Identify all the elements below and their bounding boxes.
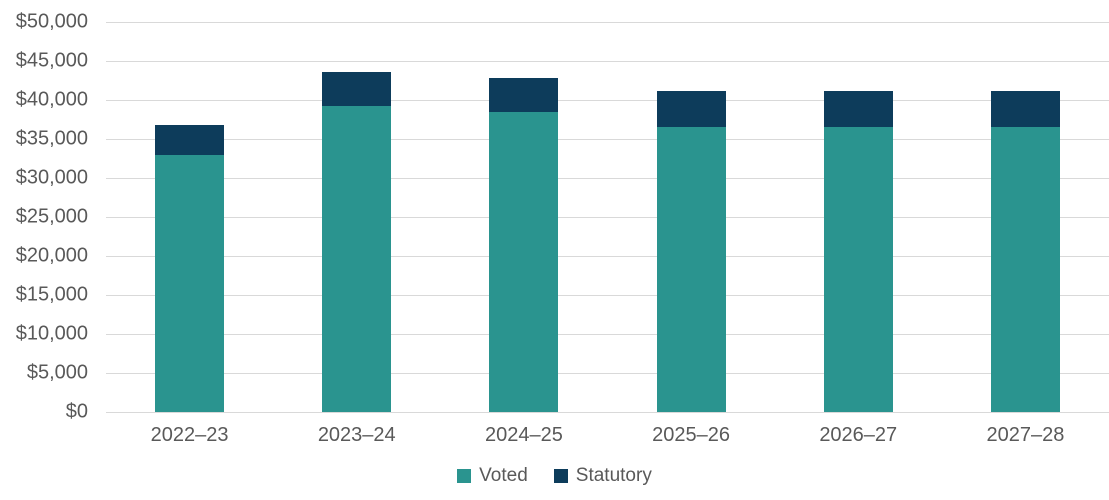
bar-segment-statutory-2022-23 bbox=[155, 124, 225, 156]
y-tick-label-0: $0 bbox=[65, 400, 88, 423]
plot-area bbox=[106, 21, 1109, 413]
y-tick-label-15000: $15,000 bbox=[15, 283, 88, 306]
x-tick-label-2022-23: 2022–23 bbox=[150, 424, 229, 446]
gridline-5000 bbox=[106, 372, 1109, 374]
y-tick-label-5000: $5,000 bbox=[26, 361, 88, 384]
gridline-10000 bbox=[106, 333, 1109, 335]
gridline-50000 bbox=[106, 21, 1109, 23]
y-tick-label-35000: $35,000 bbox=[15, 127, 88, 150]
y-axis-labels: $0 $5,000 $10,000 $15,000 $20,000 $25,000 $30,… bbox=[0, 11, 88, 423]
bar-segment-voted-2026-27 bbox=[823, 127, 893, 412]
legend-label-voted: Voted bbox=[479, 465, 528, 486]
x-tick-label-2023-24: 2023–24 bbox=[317, 424, 396, 446]
bar-segment-voted-2024-25 bbox=[489, 111, 559, 412]
gridline-20000 bbox=[106, 255, 1109, 257]
gridline-30000 bbox=[106, 177, 1109, 179]
legend-item-voted: Voted bbox=[457, 465, 528, 487]
bar-segment-statutory-2027-28 bbox=[990, 90, 1060, 128]
legend-item-statutory: Statutory bbox=[553, 465, 652, 487]
y-tick-label-40000: $40,000 bbox=[15, 88, 88, 111]
x-axis-labels: 2022–23 2023–24 2024–25 2025–26 2026–27 2027–… bbox=[106, 424, 1109, 452]
gridline-25000 bbox=[106, 216, 1109, 218]
gridline-35000 bbox=[106, 138, 1109, 140]
bar-segment-statutory-2025-26 bbox=[656, 90, 726, 128]
y-tick-label-10000: $10,000 bbox=[15, 322, 88, 345]
bar-segment-voted-2025-26 bbox=[656, 127, 726, 412]
legend-label-statutory: Statutory bbox=[575, 465, 652, 486]
x-tick-label-2027-28: 2027–28 bbox=[986, 424, 1065, 446]
bar-segment-voted-2022-23 bbox=[155, 155, 225, 412]
gridline-15000 bbox=[106, 294, 1109, 296]
y-tick-label-45000: $45,000 bbox=[15, 49, 88, 72]
bar-segment-voted-2027-28 bbox=[990, 127, 1060, 412]
y-tick-label-20000: $20,000 bbox=[15, 244, 88, 267]
gridline-45000 bbox=[106, 60, 1109, 62]
x-tick-label-2025-26: 2025–26 bbox=[652, 424, 731, 446]
bar-segment-statutory-2023-24 bbox=[322, 71, 392, 107]
legend-swatch-statutory bbox=[553, 469, 568, 483]
legend: Voted Statutory bbox=[0, 465, 1109, 487]
y-tick-label-25000: $25,000 bbox=[15, 205, 88, 228]
bar-segment-voted-2023-24 bbox=[322, 106, 392, 412]
bar-segment-statutory-2026-27 bbox=[823, 90, 893, 128]
x-tick-label-2026-27: 2026–27 bbox=[819, 424, 898, 446]
x-tick-label-2024-25: 2024–25 bbox=[484, 424, 563, 446]
bar-segment-statutory-2024-25 bbox=[489, 77, 559, 112]
legend-swatch-voted bbox=[457, 469, 472, 483]
y-tick-label-50000: $50,000 bbox=[15, 10, 88, 33]
gridline-40000 bbox=[106, 99, 1109, 101]
gridline-0 bbox=[106, 411, 1109, 413]
y-tick-label-30000: $30,000 bbox=[15, 166, 88, 189]
